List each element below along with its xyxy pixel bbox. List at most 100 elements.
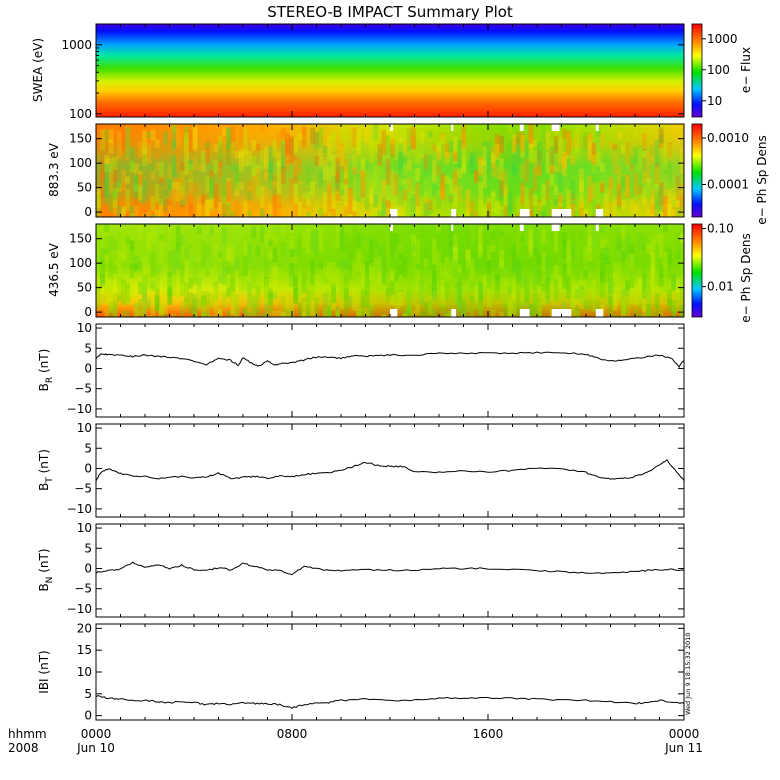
pad436-heatmap-cell: [259, 226, 265, 243]
pad883-heatmap-cell: [268, 146, 273, 174]
pad883-heatmap-cell: [108, 163, 114, 174]
pad436-heatmap-cell: [398, 265, 404, 293]
pad436-heatmap-cell: [658, 273, 664, 287]
pad436-heatmap-cell: [268, 309, 273, 317]
pad436-heatmap-cell: [616, 230, 622, 238]
pad436-ytick-label: 0: [84, 305, 92, 319]
pad883-heatmap-cell: [520, 184, 525, 208]
pad436-heatmap-cell: [663, 273, 668, 294]
pad883-heatmap-cell: [402, 140, 408, 152]
pad436-heatmap-cell: [440, 268, 446, 279]
pad883-heatmap-cell: [129, 206, 135, 217]
pad883-heatmap-cell: [457, 168, 462, 178]
pad436-heatmap-cell: [213, 244, 219, 271]
pad436-heatmap-cell: [427, 287, 433, 316]
pad883-heatmap-cell: [507, 190, 513, 203]
pad883-heatmap-cell: [520, 163, 525, 179]
pad883-heatmap-cell: [192, 128, 198, 152]
pad436-heatmap-cell: [419, 281, 425, 300]
pad436-heatmap-cell: [587, 236, 593, 262]
pad436-heatmap-cell: [570, 292, 576, 307]
pad436-heatmap-cell: [377, 267, 383, 292]
pad883-heatmap-cell: [402, 189, 408, 201]
pad883-heatmap-cell: [621, 176, 626, 192]
pad436-heatmap-cell: [654, 261, 660, 283]
pad436-heatmap-cell: [406, 275, 412, 299]
pad436-heatmap-cell: [553, 281, 559, 302]
pad883-heatmap-cell: [146, 211, 152, 217]
pad436-heatmap-cell: [621, 225, 626, 240]
pad436-heatmap-cell: [528, 240, 534, 259]
pad436-heatmap-cell: [381, 258, 387, 285]
pad883-heatmap-cell: [490, 189, 496, 217]
pad883-heatmap-cell: [222, 192, 227, 217]
pad436-heatmap-cell: [616, 236, 622, 263]
pad436-heatmap-cell: [293, 288, 299, 305]
pad883-heatmap-cell: [579, 200, 584, 217]
pad436-heatmap-cell: [600, 281, 605, 292]
pad436-heatmap-cell: [289, 236, 294, 249]
pad436-heatmap-cell: [339, 259, 345, 270]
pad883-heatmap-cell: [377, 148, 383, 174]
pad436-heatmap-cell: [188, 226, 194, 246]
pad436-heatmap-cell: [495, 273, 500, 291]
pad883-heatmap-cell: [528, 144, 534, 163]
pad883-heatmap-cell: [100, 171, 105, 199]
pad436-heatmap-cell: [331, 261, 336, 283]
pad883-heatmap-cell: [675, 175, 681, 192]
pad436-heatmap-cell: [280, 253, 286, 262]
pad436-heatmap-cell: [646, 268, 651, 291]
pad883-heatmap-cell: [133, 192, 139, 206]
pad436-heatmap-cell: [478, 282, 483, 300]
pad436-heatmap-cell: [255, 285, 261, 312]
pad436-heatmap-cell: [180, 252, 185, 267]
pad436-heatmap-cell: [373, 239, 378, 250]
pad436-heatmap-cell: [390, 280, 395, 295]
pad436-heatmap-cell: [104, 309, 110, 317]
pad436-heatmap-cell: [121, 252, 126, 269]
pad436-heatmap-cell: [675, 283, 681, 301]
pad436-heatmap-cell: [360, 234, 366, 243]
pad883-heatmap-cell: [301, 126, 307, 146]
pad436-heatmap-cell: [268, 246, 273, 260]
pad883-heatmap-cell: [222, 187, 227, 197]
pad436-heatmap-cell: [637, 291, 643, 310]
pad883-heatmap-cell: [616, 191, 622, 210]
pad883-heatmap-cell: [108, 129, 114, 144]
pad883-heatmap-cell: [427, 154, 433, 176]
pad883-heatmap-cell: [570, 138, 576, 148]
pad436-heatmap-cell: [285, 240, 290, 267]
pad883-heatmap-cell: [453, 168, 458, 193]
pad436-heatmap-cell: [637, 277, 643, 305]
pad883-heatmap-cell: [499, 136, 504, 153]
pad883-heatmap-cell: [264, 146, 269, 169]
pad883-heatmap-cell: [448, 195, 454, 203]
pad436-heatmap-cell: [272, 243, 278, 268]
pad883-heatmap-cell: [558, 195, 563, 203]
pad436-heatmap-cell: [490, 225, 496, 248]
pad883-heatmap-cell: [654, 166, 660, 188]
pad883-heatmap-cell: [667, 190, 672, 215]
pad883-heatmap-cell: [377, 143, 383, 167]
pad883-heatmap-cell: [532, 194, 538, 207]
time-tick-label: 0000: [669, 727, 700, 741]
pad436-heatmap-cell: [104, 224, 110, 233]
pad436-heatmap-cell: [415, 278, 420, 286]
bt-ytick-label: 0: [84, 461, 92, 475]
pad436-heatmap-cell: [419, 225, 425, 239]
pad436-heatmap-cell: [318, 227, 324, 240]
pad883-heatmap-cell: [482, 160, 488, 189]
pad436-heatmap-cell: [293, 253, 299, 282]
pad436-heatmap-cell: [545, 256, 551, 285]
pad883-heatmap-cell: [188, 191, 194, 209]
pad436-heatmap-cell: [415, 304, 420, 316]
pad436-heatmap-cell: [574, 244, 580, 272]
pad883-heatmap-cell: [234, 201, 240, 217]
pad883-heatmap-cell: [125, 214, 131, 217]
pad883-heatmap-cell: [100, 129, 105, 151]
pad436-heatmap-cell: [608, 234, 614, 251]
pad883-heatmap-cell: [335, 192, 341, 202]
pad436-heatmap-cell: [348, 296, 353, 309]
pad436-heatmap-cell: [679, 271, 684, 288]
pad883-heatmap-cell: [163, 189, 168, 213]
